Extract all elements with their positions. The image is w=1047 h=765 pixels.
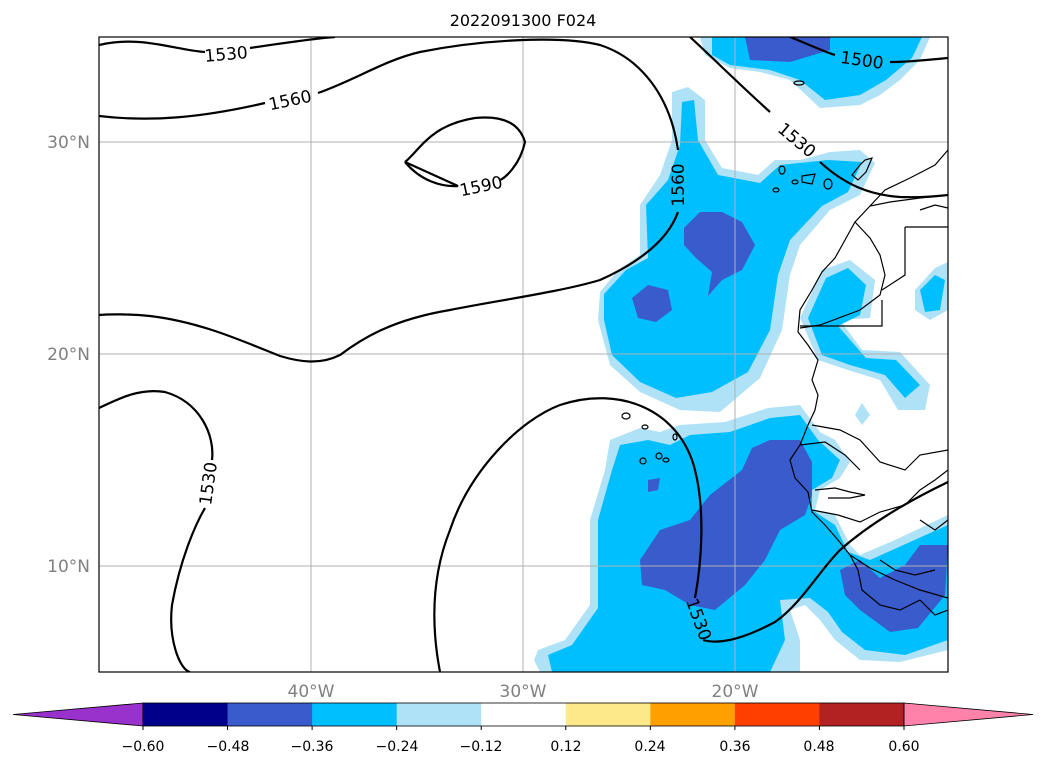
height-contours <box>99 37 948 672</box>
colorbar-segment <box>650 703 736 726</box>
colorbar-tick-label: 0.60 <box>888 739 919 755</box>
gridlines <box>99 37 948 672</box>
colorbar-extend-low <box>12 702 144 727</box>
colorbar-tick-label: 0.24 <box>634 739 665 755</box>
islands <box>621 80 874 465</box>
shade-north-dark-2 <box>632 285 672 322</box>
colorbar-outline <box>142 702 905 727</box>
shade-south-dark-1 <box>640 440 812 610</box>
contour-label: 1560 <box>669 163 689 206</box>
colorbar-segment <box>565 703 651 726</box>
colorbar-tick-labels: −0.60 −0.48 −0.36 −0.24 −0.12 0.12 0.24 … <box>122 739 920 755</box>
shade-top-dark <box>745 37 830 62</box>
colorbar-extend-high <box>903 702 1034 727</box>
colorbar-tick-label: 0.12 <box>550 739 581 755</box>
anomaly-shading <box>534 37 948 672</box>
colorbar-segment <box>396 703 482 726</box>
colorbar-tick-label: −0.24 <box>376 739 419 755</box>
lon-labels: 40°W 30°W 20°W <box>288 682 759 702</box>
shade-south-dark-3 <box>648 478 660 492</box>
lat-label-10n: 10°N <box>47 557 90 577</box>
lon-label-40w: 40°W <box>288 682 335 702</box>
colorbar-ticks <box>142 726 905 730</box>
figure-title: 2022091300 F024 <box>450 11 597 30</box>
shade-east-mid <box>808 268 920 398</box>
colorbar-segment <box>481 703 567 726</box>
shade-north-dark-1 <box>684 212 755 296</box>
lat-label-30n: 30°N <box>47 133 90 153</box>
colorbar-segment <box>734 703 820 726</box>
shade-small-light <box>855 403 870 425</box>
colorbar-segments <box>12 702 1034 727</box>
colorbar: −0.60 −0.48 −0.36 −0.24 −0.12 0.12 0.24 … <box>12 702 1034 755</box>
lat-labels: 30°N 20°N 10°N <box>47 133 90 577</box>
coastlines <box>789 149 948 616</box>
colorbar-segment <box>312 703 398 726</box>
contour-label: 1530 <box>204 43 249 67</box>
lat-label-20n: 20°N <box>47 345 90 365</box>
map-area: 1530 1560 1590 1560 1500 1530 1530 1530 <box>99 37 948 672</box>
colorbar-tick-label: −0.12 <box>460 739 503 755</box>
lon-label-20w: 20°W <box>712 682 759 702</box>
colorbar-tick-label: −0.36 <box>291 739 334 755</box>
lon-label-30w: 30°W <box>500 682 547 702</box>
shade-east-mid-2 <box>920 275 945 312</box>
colorbar-tick-label: −0.60 <box>122 739 165 755</box>
colorbar-tick-label: −0.48 <box>207 739 250 755</box>
colorbar-segment <box>227 703 313 726</box>
map-frame <box>98 36 949 673</box>
colorbar-segment <box>819 703 905 726</box>
colorbar-tick-label: 0.48 <box>803 739 834 755</box>
colorbar-tick-label: 0.36 <box>719 739 750 755</box>
colorbar-segment <box>143 703 229 726</box>
